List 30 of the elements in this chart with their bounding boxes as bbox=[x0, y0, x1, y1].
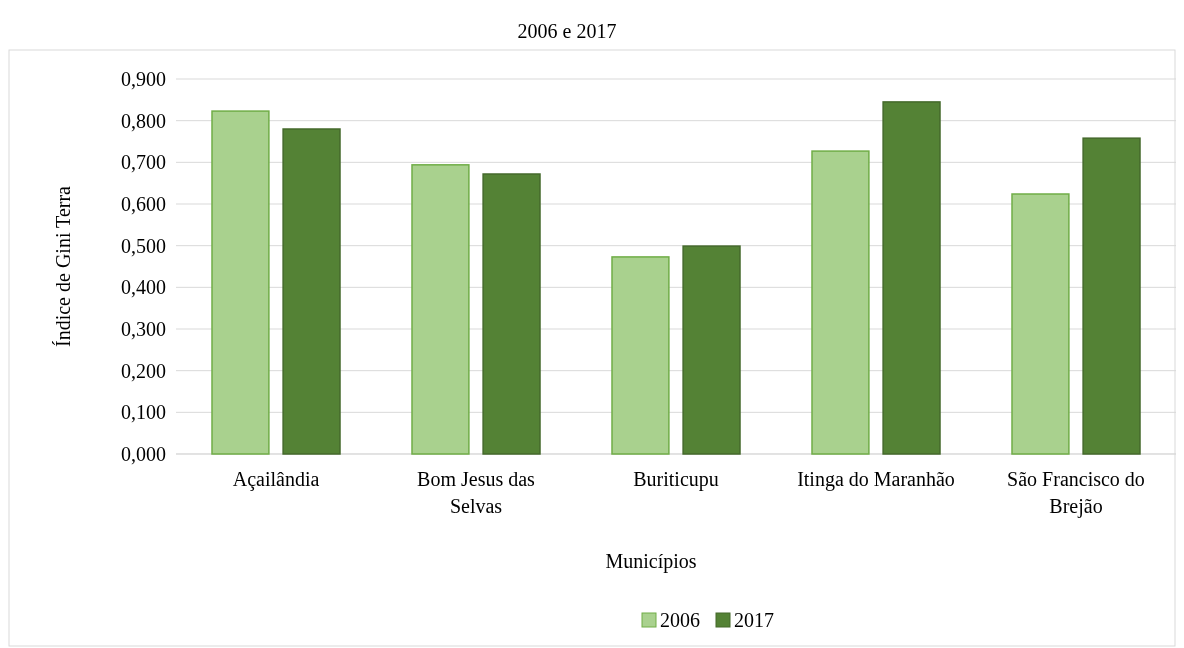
bar bbox=[411, 164, 470, 455]
y-tick-label: 0,800 bbox=[121, 109, 166, 132]
x-axis-title: Municípios bbox=[605, 550, 697, 573]
bar bbox=[282, 128, 341, 455]
x-tick-label: Buriticupu bbox=[633, 468, 719, 491]
legend-label: 2017 bbox=[734, 609, 774, 631]
x-tick-label: Açailândia bbox=[232, 468, 320, 491]
bar bbox=[211, 110, 270, 455]
chart-title: 2006 e 2017 bbox=[517, 20, 617, 42]
y-tick-label: 0,200 bbox=[121, 359, 166, 382]
bar bbox=[811, 150, 870, 455]
y-tick-label: 0,000 bbox=[121, 443, 166, 465]
y-axis-title: Índice de Gini Terra bbox=[52, 185, 74, 347]
bar bbox=[611, 256, 670, 455]
x-tick-label: São Francisco do Brejão bbox=[1007, 468, 1145, 518]
x-tick-label: Itinga do Maranhão bbox=[797, 468, 955, 491]
y-tick-label: 0,900 bbox=[121, 68, 166, 90]
x-tick-label: Bom Jesus das Selvas bbox=[417, 468, 536, 517]
bar bbox=[882, 101, 941, 455]
y-tick-label: 0,100 bbox=[121, 401, 166, 424]
bar bbox=[682, 245, 741, 455]
bar bbox=[1011, 193, 1070, 455]
y-tick-label: 0,400 bbox=[121, 276, 166, 299]
y-tick-label: 0,700 bbox=[121, 151, 166, 174]
bar bbox=[482, 173, 541, 455]
y-tick-label: 0,500 bbox=[121, 234, 166, 257]
y-tick-label: 0,600 bbox=[121, 193, 166, 215]
legend-label: 2006 bbox=[660, 609, 700, 631]
y-tick-label: 0,300 bbox=[121, 318, 166, 340]
bar bbox=[1082, 137, 1141, 455]
